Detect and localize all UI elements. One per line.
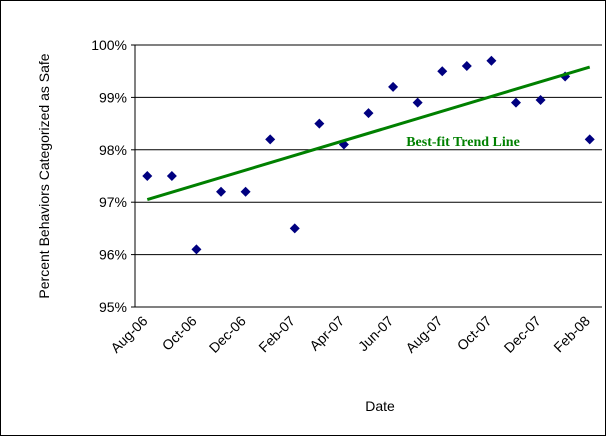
data-point [314,118,325,129]
data-point [142,171,153,181]
data-point [412,97,423,108]
data-point [216,186,227,197]
data-point [289,223,300,234]
data-point [191,244,202,255]
data-point [437,66,448,77]
x-axis-label: Date [365,398,395,414]
y-tick-label: 95% [99,299,127,315]
data-point [584,134,595,145]
data-point [166,171,177,181]
y-tick-label: 99% [99,89,127,105]
trend-label: Best-fit Trend Line [406,135,520,150]
y-tick-label: 96% [99,247,127,263]
data-point [461,60,472,71]
data-point [535,95,546,106]
data-point [486,55,497,66]
data-point [265,134,276,145]
data-point [388,81,399,92]
data-point [363,108,374,119]
y-tick-label: 97% [99,194,127,210]
data-point [240,186,251,197]
data-point [510,97,521,108]
trend-line [146,65,591,202]
y-axis-label: Percent Behaviors Categorized as Safe [36,53,52,298]
y-tick-label: 98% [99,142,127,158]
y-tick-label: 100% [91,37,127,53]
